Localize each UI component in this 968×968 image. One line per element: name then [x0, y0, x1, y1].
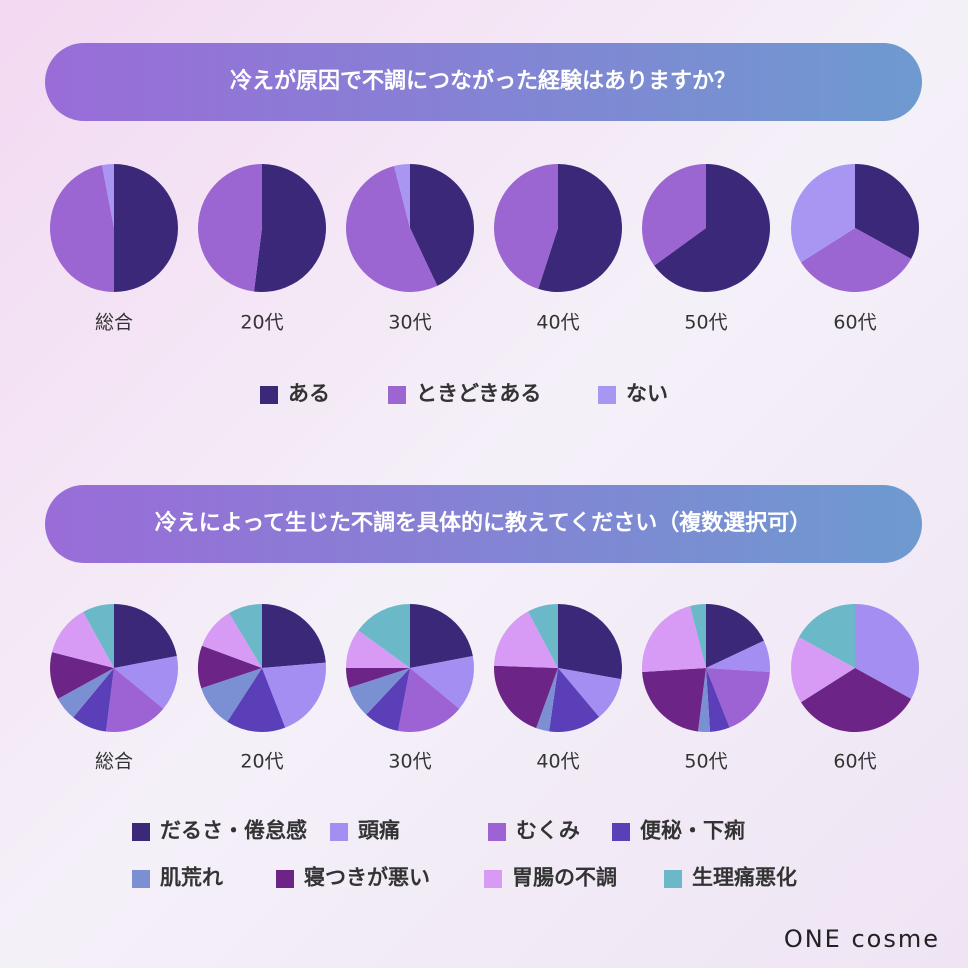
legend-swatch: [260, 386, 278, 404]
legend-swatch: [664, 870, 682, 888]
legend-swatch: [276, 870, 294, 888]
pie-slice: [398, 668, 460, 732]
pie-slice: [706, 640, 770, 673]
pie-slice: [410, 164, 474, 286]
pie-slice: [346, 668, 410, 688]
legend-swatch: [388, 386, 406, 404]
pie-slice: [800, 228, 912, 292]
pie-slice: [494, 665, 558, 729]
header-banner: [45, 43, 922, 121]
pie-slice: [642, 606, 706, 673]
pie-slice: [494, 611, 558, 668]
legend-label: 胃腸の不調: [512, 865, 617, 890]
pie-label: 60代: [833, 751, 876, 773]
pie-slice: [394, 164, 410, 228]
pie-slice: [366, 668, 410, 731]
legend-label: だるさ・倦怠感: [160, 818, 307, 843]
legend-label: 寝つきが悪い: [304, 865, 430, 890]
legend-swatch: [484, 870, 502, 888]
pie-slice: [690, 604, 706, 668]
pie-slice: [494, 164, 558, 289]
legend-label: 頭痛: [358, 818, 400, 843]
pie-slice: [549, 668, 600, 732]
pie-slice: [229, 604, 262, 668]
pie-slice: [536, 668, 558, 732]
pie-slice: [201, 668, 262, 722]
pie-slice: [114, 604, 177, 668]
pie-slice: [798, 604, 855, 668]
pie-slice: [50, 652, 114, 699]
pie-slice: [855, 604, 920, 699]
pie-slice: [114, 164, 178, 292]
pie-label: 50代: [684, 312, 727, 334]
pie-slice: [105, 668, 164, 732]
legend-label: 生理痛悪化: [692, 865, 797, 890]
pie-slice: [654, 164, 771, 292]
header-title: 冷えが原因で不調につながった経験はありますか？: [230, 68, 736, 94]
pie-slice: [346, 630, 410, 668]
pie-slice: [697, 668, 711, 733]
pie-slice: [855, 164, 920, 259]
pie-slice: [358, 604, 410, 668]
pie-label: 50代: [684, 751, 727, 773]
pie-slice: [114, 656, 178, 709]
pie-slice: [791, 637, 855, 703]
legend-label: ときどきある: [416, 381, 541, 406]
legend-swatch: [612, 823, 630, 841]
pie-slice: [52, 611, 114, 668]
pie-slice: [800, 668, 912, 733]
pie-slice: [83, 604, 114, 668]
pie-slice: [558, 604, 623, 680]
pie-slice: [642, 668, 706, 732]
pie-slice: [73, 668, 114, 732]
pie-label: 30代: [388, 751, 431, 773]
pie-slice: [227, 668, 286, 732]
pie-slice: [538, 164, 622, 292]
pie-slice: [410, 604, 473, 668]
pie-slice: [57, 668, 114, 718]
legend-swatch: [132, 823, 150, 841]
pie-slice: [410, 656, 475, 709]
pie-slice: [345, 166, 438, 293]
pie-slice: [527, 604, 558, 668]
pie-slice: [253, 164, 327, 292]
pie-slice: [201, 613, 262, 668]
pie-slice: [642, 164, 706, 266]
pie-slice: [706, 604, 764, 668]
pie-slice: [50, 165, 114, 292]
legend-label: 肌荒れ: [160, 865, 223, 890]
pie-slice: [197, 645, 262, 689]
pie-label: 20代: [240, 751, 283, 773]
legend-label: 便秘・下痢: [640, 818, 745, 843]
header-banner: [45, 485, 922, 563]
pie-slice: [262, 662, 326, 728]
pie-slice: [102, 164, 114, 228]
legend-swatch: [330, 823, 348, 841]
pie-slice: [706, 668, 770, 728]
pie-slice: [558, 668, 622, 718]
pie-slice: [262, 604, 326, 668]
pie-label: 40代: [536, 751, 579, 773]
legend-label: ない: [626, 381, 668, 406]
pie-slice: [791, 164, 855, 263]
pie-label: 総合: [95, 751, 133, 773]
legend-label: ある: [288, 381, 330, 406]
header-title: 冷えによって生じた不調を具体的に教えてください（複数選択可）: [155, 510, 811, 536]
pie-label: 30代: [388, 312, 431, 334]
pie-slice: [349, 668, 410, 715]
pie-slice: [198, 164, 262, 292]
pie-label: 総合: [95, 312, 133, 334]
pie-slice: [706, 668, 730, 732]
legend-swatch: [488, 823, 506, 841]
legend-label: むくみ: [516, 818, 580, 843]
pie-label: 60代: [833, 312, 876, 334]
legend-swatch: [132, 870, 150, 888]
pie-label: 40代: [536, 312, 579, 334]
pie-label: 20代: [240, 312, 283, 334]
brand: ONE cosme: [784, 925, 940, 953]
legend-swatch: [598, 386, 616, 404]
